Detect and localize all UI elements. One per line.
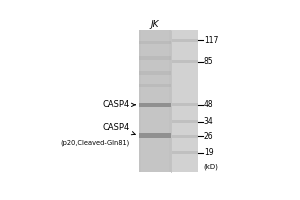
Text: 34: 34 (204, 117, 214, 126)
FancyBboxPatch shape (141, 30, 169, 172)
Text: 19: 19 (204, 148, 213, 157)
FancyBboxPatch shape (139, 71, 171, 75)
FancyBboxPatch shape (172, 151, 198, 154)
FancyBboxPatch shape (172, 60, 198, 63)
Text: 26: 26 (204, 132, 213, 141)
Text: 48: 48 (204, 100, 213, 109)
Text: 117: 117 (204, 36, 218, 45)
FancyBboxPatch shape (172, 135, 198, 138)
FancyBboxPatch shape (139, 56, 171, 60)
FancyBboxPatch shape (139, 30, 171, 172)
Text: CASP4: CASP4 (102, 100, 135, 109)
FancyBboxPatch shape (139, 103, 171, 107)
FancyBboxPatch shape (139, 84, 171, 87)
FancyBboxPatch shape (139, 133, 171, 138)
FancyBboxPatch shape (172, 103, 198, 106)
Text: CASP4: CASP4 (102, 123, 135, 135)
FancyBboxPatch shape (172, 120, 198, 123)
FancyBboxPatch shape (139, 41, 171, 44)
Text: JK: JK (151, 20, 159, 29)
Text: (p20,Cleaved-Gln81): (p20,Cleaved-Gln81) (60, 140, 129, 146)
FancyBboxPatch shape (172, 30, 198, 172)
Text: 85: 85 (204, 57, 213, 66)
FancyBboxPatch shape (172, 39, 198, 42)
Text: (kD): (kD) (204, 163, 219, 170)
